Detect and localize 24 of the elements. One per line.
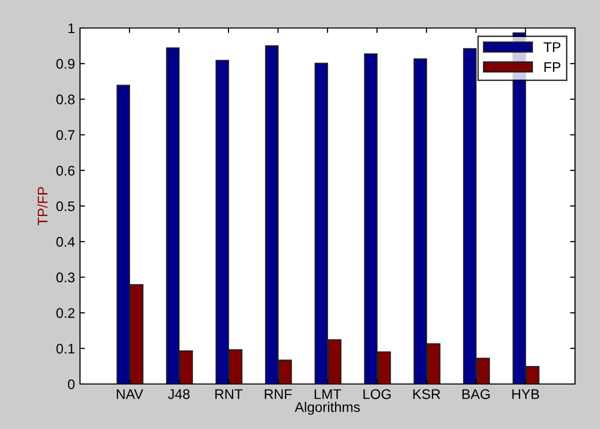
x-tick-label: RNT: [215, 389, 242, 399]
y-tick-label: 0.1: [56, 344, 74, 354]
x-tick-label: RNF: [264, 389, 292, 399]
y-tick-label: 0.6: [56, 166, 75, 176]
x-axis-title: Algorithms: [294, 402, 360, 415]
x-tick-label: NAV: [116, 389, 144, 399]
y-tick-label: 0.5: [56, 201, 75, 212]
y-tick-label: 0.9: [56, 58, 74, 69]
y-tick-label: 0.4: [56, 236, 75, 247]
y-tick-label: 0.3: [56, 272, 75, 282]
x-tick-label: HYB: [512, 389, 540, 399]
y-tick-label: 0.2: [56, 308, 74, 318]
y-axis-title: TP/FP: [37, 187, 48, 226]
x-tick-label: BAG: [462, 389, 490, 400]
y-tick-label: 0: [68, 379, 75, 390]
y-tick-label: 0.8: [56, 94, 75, 104]
legend-label: TP: [544, 42, 560, 52]
y-tick-label: 1: [68, 23, 74, 34]
x-tick-label: LMT: [314, 389, 342, 399]
x-tick-label: LOG: [363, 389, 391, 400]
x-tick-label: KSR: [413, 389, 440, 400]
x-tick-label: J48: [168, 389, 190, 400]
y-tick-label: 0.7: [56, 130, 74, 140]
legend-label: FP: [544, 62, 560, 72]
